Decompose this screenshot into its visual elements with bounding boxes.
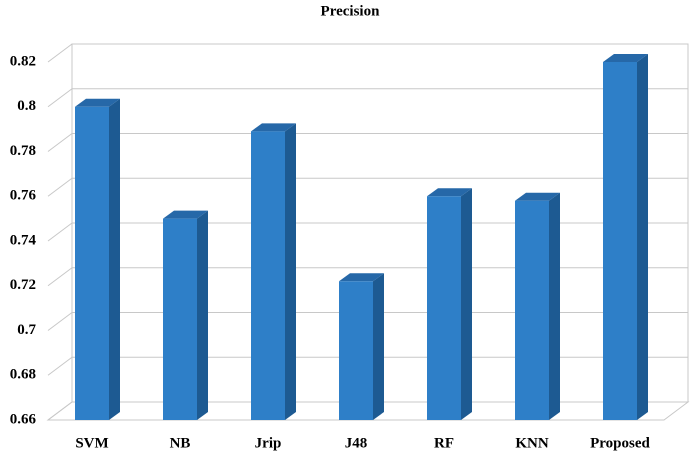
bar	[251, 131, 285, 421]
x-tick-label: Proposed	[590, 435, 650, 451]
bar-top	[251, 123, 296, 132]
bar-side	[373, 273, 384, 420]
bar-side	[549, 192, 560, 420]
bar-side	[637, 54, 648, 420]
bar-side	[461, 188, 472, 420]
y-tick-label: 0.66	[10, 411, 37, 427]
bar-side	[109, 98, 120, 420]
bar-side	[197, 210, 208, 420]
bar	[427, 196, 461, 420]
y-tick-label: 0.74	[10, 232, 37, 248]
y-tick-label: 0.82	[10, 53, 36, 69]
grid-line-side	[47, 88, 73, 108]
bar-top	[515, 192, 560, 201]
grid-line-side	[47, 401, 73, 421]
bar	[75, 106, 109, 420]
bar-top	[427, 188, 472, 197]
grid-line-side	[47, 312, 73, 331]
x-tick-label: RF	[434, 435, 454, 451]
grid-line-side	[47, 43, 73, 63]
y-tick-label: 0.78	[10, 143, 36, 159]
bar-top	[339, 273, 384, 282]
bar-top	[75, 98, 120, 107]
x-tick-label: KNN	[515, 435, 549, 451]
y-tick-label: 0.72	[10, 277, 36, 293]
grid-line-side	[47, 177, 73, 197]
x-tick-label: NB	[170, 435, 191, 451]
y-tick-label: 0.7	[17, 322, 36, 338]
y-tick-label: 0.8	[17, 98, 36, 114]
bar-top	[163, 210, 208, 219]
grid-line-side	[47, 222, 73, 242]
y-tick-label: 0.68	[10, 367, 36, 383]
bar	[515, 200, 549, 420]
bar-side	[285, 123, 296, 421]
x-tick-label: SVM	[75, 435, 108, 451]
grid-line-side	[47, 133, 73, 152]
bar	[163, 218, 197, 420]
y-tick-label: 0.76	[10, 188, 37, 204]
bar	[339, 281, 373, 420]
grid-line-side	[47, 267, 73, 287]
x-tick-label: J48	[345, 435, 368, 451]
grid-line-side	[47, 356, 73, 376]
bar	[603, 62, 637, 420]
chart-title: Precision	[321, 3, 381, 19]
x-tick-label: Jrip	[255, 435, 282, 451]
bar-top	[603, 54, 648, 62]
